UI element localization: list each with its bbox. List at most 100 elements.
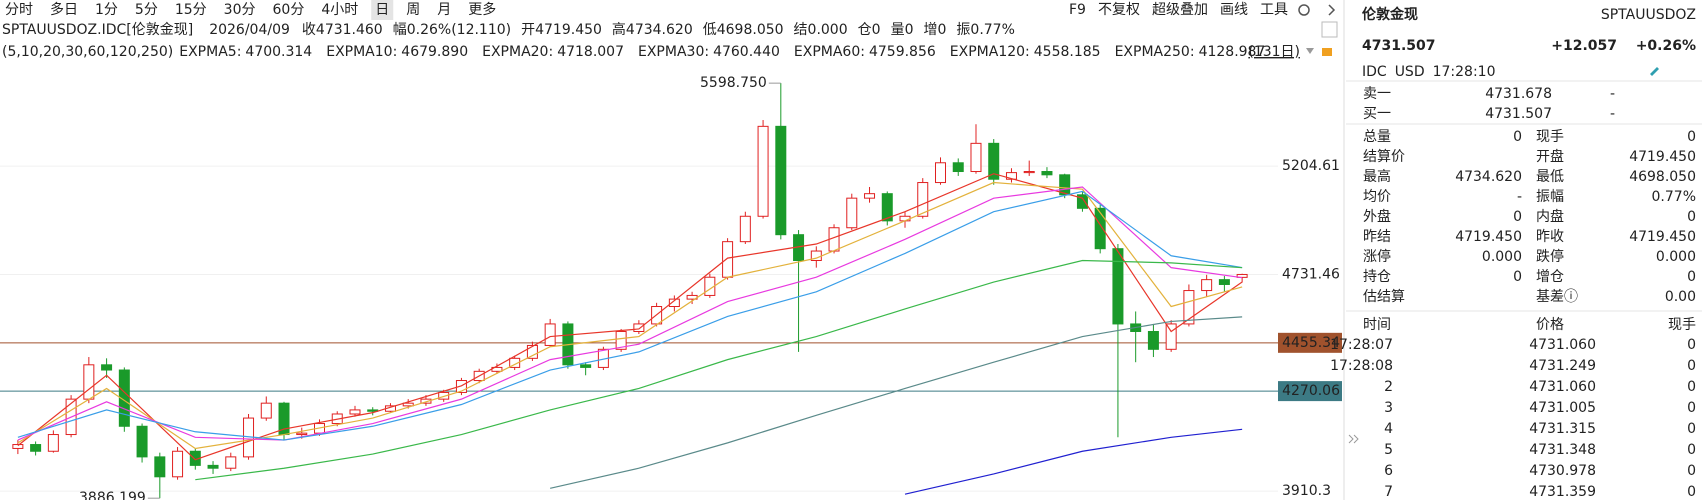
book-label: 买一 [1363,106,1391,122]
tool-button[interactable]: 画线 [1220,2,1248,18]
legend-value: 4700.314 [245,44,312,60]
candle-body [1076,194,1088,209]
stat-label: 结算价 [1363,149,1405,165]
trade-price: 4730.978 [1529,463,1596,479]
period-tab[interactable]: 30分 [224,2,256,18]
candle-body [917,182,929,217]
legend-value: 4760.440 [713,44,780,60]
collapse-arrow[interactable] [1348,434,1354,444]
period-tab[interactable]: 月 [437,2,451,18]
trade-time: 5 [1384,442,1393,458]
stat-label: 昨结 [1363,229,1391,245]
candle-body [402,402,414,407]
indicator-line [550,316,1243,489]
stat-value: 4719.450 [1629,229,1696,245]
trade-volume: 0 [1687,421,1696,437]
period-tab[interactable]: 1分 [95,2,118,18]
candle-body [83,364,95,400]
period-tab[interactable]: 日 [375,2,389,18]
candle-body [207,464,219,469]
lock-icon[interactable] [1322,48,1332,56]
candle-body [757,125,769,217]
legend-name: EXPMA5 [179,44,236,60]
trade-volume: 0 [1687,463,1696,479]
tool-button[interactable]: 超级叠加 [1152,2,1208,18]
trade-price: 4731.359 [1529,484,1596,500]
dropdown-icon[interactable] [1306,48,1314,54]
candle-body [509,357,521,368]
book-volume: - [1610,106,1615,122]
level-label: 4270.06 [1282,383,1340,399]
period-tab[interactable]: 多日 [50,1,78,18]
candle-body [668,298,680,308]
trade-price: 4731.060 [1529,337,1596,353]
legend-name: EXPMA30 [638,44,704,60]
stat-value: 4719.450 [1629,149,1696,165]
quote-code: SPTAUUSDOZ [1601,7,1696,23]
quote-meta: USD [1395,64,1425,80]
candle-body [420,398,432,404]
period-label[interactable]: (131日) [1248,44,1300,60]
symbol: SPTAUUSDOZ.IDC[伦敦金现] [2,22,193,38]
period-tab[interactable]: 更多 [468,1,496,18]
trade-price: 4731.315 [1529,421,1596,437]
stat-label: 总量 [1363,129,1391,145]
next-icon[interactable] [1328,4,1336,16]
trades-header: 现手 [1668,317,1696,333]
period-tab[interactable]: 周 [406,2,420,18]
candle-body [580,364,592,368]
candle-body [722,241,734,278]
stat-label: 振幅 [1536,189,1564,205]
stat-label: 增仓 [1536,269,1564,285]
quote-price: 4731.507 [1362,38,1436,54]
indicator-line [904,428,1243,495]
stat-value: 0 [1687,209,1696,225]
field-label: 低 [703,22,717,38]
trade-time: 6 [1384,463,1393,479]
tool-button[interactable]: 不复权 [1098,1,1140,18]
candle-body [899,215,911,222]
trade-volume: 0 [1687,484,1696,500]
trade-time: 4 [1384,421,1393,437]
candle-body [118,369,130,427]
stat-label: 均价 [1363,189,1391,205]
period-tab[interactable]: 4小时 [321,2,358,18]
trade-price: 4731.249 [1529,358,1596,374]
candle-body [349,409,361,415]
stat-value: 0 [1687,269,1696,285]
tool-button[interactable]: 工具 [1260,2,1288,18]
collapse-arrow[interactable] [1353,434,1359,444]
trade-volume: 0 [1687,400,1696,416]
period-tab[interactable]: 15分 [175,2,207,18]
field-value: 0 [905,22,914,38]
indicator-line [17,173,1243,461]
selected-tab [371,0,394,20]
stat-label: 估结算 [1363,289,1405,305]
field-label: 振 [956,22,970,38]
legend-separator: : [548,44,553,60]
edit-icon[interactable] [1650,67,1659,76]
quote-meta: IDC [1362,64,1387,80]
candle-body [881,193,893,222]
period-tab[interactable]: 60分 [273,2,305,18]
field-value: 0 [937,22,946,38]
candle-body [544,323,556,346]
legend-name: EXPMA250 [1115,44,1190,60]
period-tab[interactable]: 5分 [135,2,158,18]
candle-body [455,380,467,393]
stat-label: 跌停 [1536,248,1564,265]
trade-volume: 0 [1687,358,1696,374]
candle-body [172,450,184,478]
stat-value: 0 [1513,269,1522,285]
candle-body [1094,207,1106,250]
candle-body [1201,279,1213,292]
legend-value: 4759.856 [869,44,936,60]
tool-button[interactable]: F9 [1069,2,1086,18]
trade-price: 4731.060 [1529,379,1596,395]
wp-icon[interactable] [1321,21,1338,38]
period-tab[interactable]: 分时 [5,2,33,18]
field-value: 4719.450 [535,22,602,38]
settings-icon[interactable] [1298,4,1310,16]
y-tick-label: 3910.3 [1282,483,1331,499]
